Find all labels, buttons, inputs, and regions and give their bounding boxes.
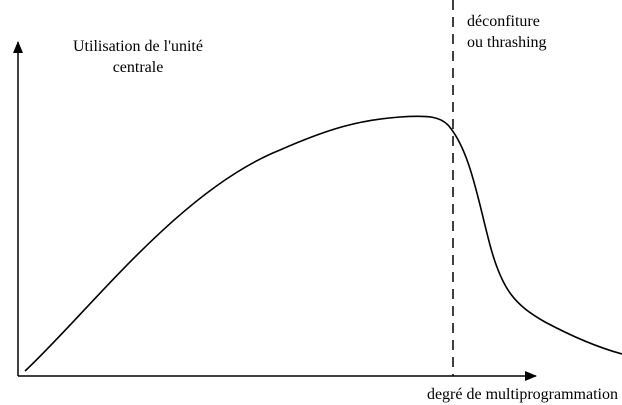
y-axis-label: centrale [113,59,164,76]
utilisation-curve [24,115,622,372]
annotation: ou thrashing [467,34,547,51]
annotation: déconfiture [467,13,540,30]
x-axis-label: degré de multiprogrammation [427,386,618,403]
y-axis-label: Utilisation de l'unité [73,38,203,55]
